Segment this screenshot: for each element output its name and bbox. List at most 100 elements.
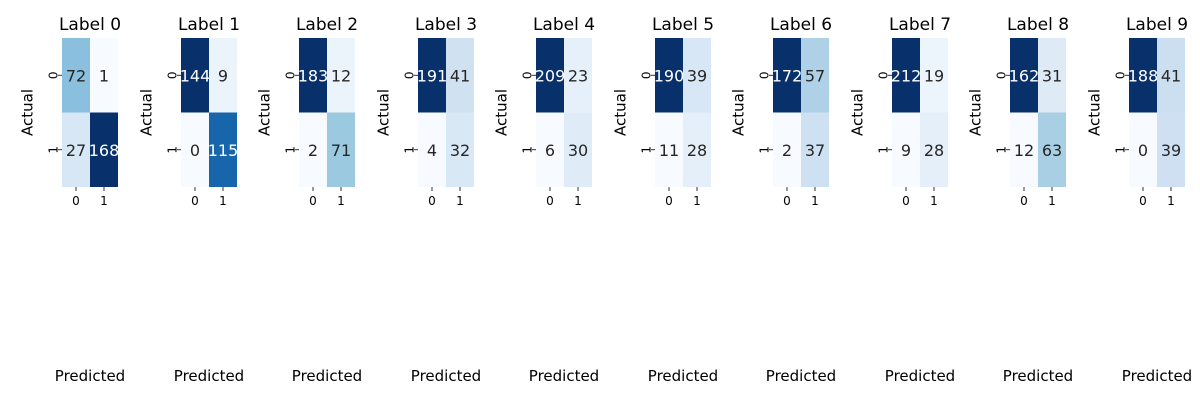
subplot-title: Label 8 (1007, 15, 1069, 35)
x-tick-label: 1 (100, 194, 108, 208)
x-axis-label: Predicted (292, 367, 362, 385)
x-tick-label: 0 (783, 194, 791, 208)
cell-value-label: 172 (772, 66, 803, 85)
subplot-title: Label 4 (533, 15, 595, 35)
subplot-label-8: 162 31 12 63 Label 8 0 1 0 1 Predicted Actual (967, 15, 1074, 385)
subplot-label-5: 190 39 11 28 Label 5 0 1 0 1 Predicted Actual (612, 15, 719, 385)
y-tick-label: 0 (403, 71, 417, 79)
subplot-label-0: 72 1 27 168 Label 0 0 1 0 1 Predicted Actual (19, 15, 126, 385)
x-tick-label: 0 (665, 194, 673, 208)
heatmap-cell (564, 38, 592, 113)
heatmap-cell (536, 38, 564, 113)
cell-value-label: 191 (417, 66, 448, 85)
cell-value-label: 190 (654, 66, 685, 85)
cell-value-label: 12 (331, 66, 351, 85)
x-axis-label: Predicted (1122, 367, 1192, 385)
x-tick-label: 1 (693, 194, 701, 208)
heatmap-cell (1129, 38, 1157, 113)
x-tick-label: 0 (309, 194, 317, 208)
subplot-title: Label 3 (415, 15, 477, 35)
cell-value-label: 162 (1009, 66, 1040, 85)
y-axis-label: Actual (849, 89, 867, 136)
x-tick-label: 1 (1048, 194, 1056, 208)
y-tick-label: 0 (166, 71, 180, 79)
cell-value-label: 0 (190, 141, 200, 160)
cell-value-label: 183 (298, 66, 329, 85)
y-tick-label: 1 (995, 146, 1009, 154)
heatmap-cell (90, 112, 118, 187)
x-tick-label: 1 (930, 194, 938, 208)
heatmap-cell (1010, 112, 1038, 187)
cell-value-label: 2 (308, 141, 318, 160)
heatmap-cell (892, 38, 920, 113)
heatmap-cell (209, 38, 237, 113)
heatmap-cell (773, 38, 801, 113)
y-tick-label: 1 (758, 146, 772, 154)
cell-value-label: 71 (331, 141, 351, 160)
heatmap-cell (418, 38, 446, 113)
cell-value-label: 37 (805, 141, 825, 160)
heatmap-cell (564, 112, 592, 187)
heatmap-cell (536, 112, 564, 187)
y-tick-label: 1 (166, 146, 180, 154)
x-tick-label: 0 (546, 194, 554, 208)
x-tick-label: 0 (191, 194, 199, 208)
y-tick-label: 0 (640, 71, 654, 79)
y-axis-label: Actual (256, 89, 274, 136)
x-tick-label: 1 (337, 194, 345, 208)
cell-value-label: 0 (1138, 141, 1148, 160)
heatmap-cell (683, 112, 711, 187)
x-axis-label: Predicted (1003, 367, 1073, 385)
heatmap-cell (446, 112, 474, 187)
cell-value-label: 212 (891, 66, 922, 85)
cell-value-label: 209 (535, 66, 566, 85)
y-tick-label: 1 (47, 146, 61, 154)
subplot-title: Label 7 (889, 15, 951, 35)
subplot-title: Label 2 (296, 15, 358, 35)
cell-value-label: 144 (180, 66, 211, 85)
cell-value-label: 72 (66, 66, 86, 85)
cell-value-label: 4 (427, 141, 437, 160)
x-axis-label: Predicted (766, 367, 836, 385)
subplot-label-7: 212 19 9 28 Label 7 0 1 0 1 Predicted Actual (849, 15, 956, 385)
heatmap-cell (655, 112, 683, 187)
x-axis-label: Predicted (55, 367, 125, 385)
subplot-label-6: 172 57 2 37 Label 6 0 1 0 1 Predicted Actual (730, 15, 837, 385)
heatmap-cell (1157, 38, 1185, 113)
heatmap-cell (181, 112, 209, 187)
heatmap-cell (1038, 112, 1066, 187)
y-axis-label: Actual (493, 89, 511, 136)
cell-value-label: 39 (687, 66, 707, 85)
cell-value-label: 28 (687, 141, 707, 160)
y-axis-label: Actual (19, 89, 37, 136)
y-axis-label: Actual (730, 89, 748, 136)
subplot-label-3: 191 41 4 32 Label 3 0 1 0 1 Predicted Actual (375, 15, 482, 385)
x-tick-label: 0 (1020, 194, 1028, 208)
subplot-label-9: 188 41 0 39 Label 9 0 1 0 1 Predicted Actual (1086, 15, 1193, 385)
cell-value-label: 11 (659, 141, 679, 160)
subplot-label-1: 144 9 0 115 Label 1 0 1 0 1 Predicted Actual (138, 15, 245, 385)
cell-value-label: 31 (1042, 66, 1062, 85)
cell-value-label: 41 (1161, 66, 1181, 85)
cell-value-label: 41 (450, 66, 470, 85)
y-axis-label: Actual (375, 89, 393, 136)
cell-value-label: 6 (545, 141, 555, 160)
y-axis-label: Actual (967, 89, 985, 136)
x-axis-label: Predicted (411, 367, 481, 385)
cell-value-label: 28 (924, 141, 944, 160)
cell-value-label: 12 (1014, 141, 1034, 160)
y-tick-label: 0 (758, 71, 772, 79)
heatmap-cell (62, 112, 90, 187)
x-tick-label: 1 (1167, 194, 1175, 208)
x-axis-label: Predicted (174, 367, 244, 385)
x-tick-label: 0 (428, 194, 436, 208)
heatmap-cell (683, 38, 711, 113)
heatmap-cell (90, 38, 118, 113)
heatmap-cell (418, 112, 446, 187)
subplot-label-4: 209 23 6 30 Label 4 0 1 0 1 Predicted Actual (493, 15, 600, 385)
subplot-title: Label 5 (652, 15, 714, 35)
cell-value-label: 57 (805, 66, 825, 85)
cell-value-label: 168 (89, 141, 120, 160)
heatmap-cell (327, 38, 355, 113)
